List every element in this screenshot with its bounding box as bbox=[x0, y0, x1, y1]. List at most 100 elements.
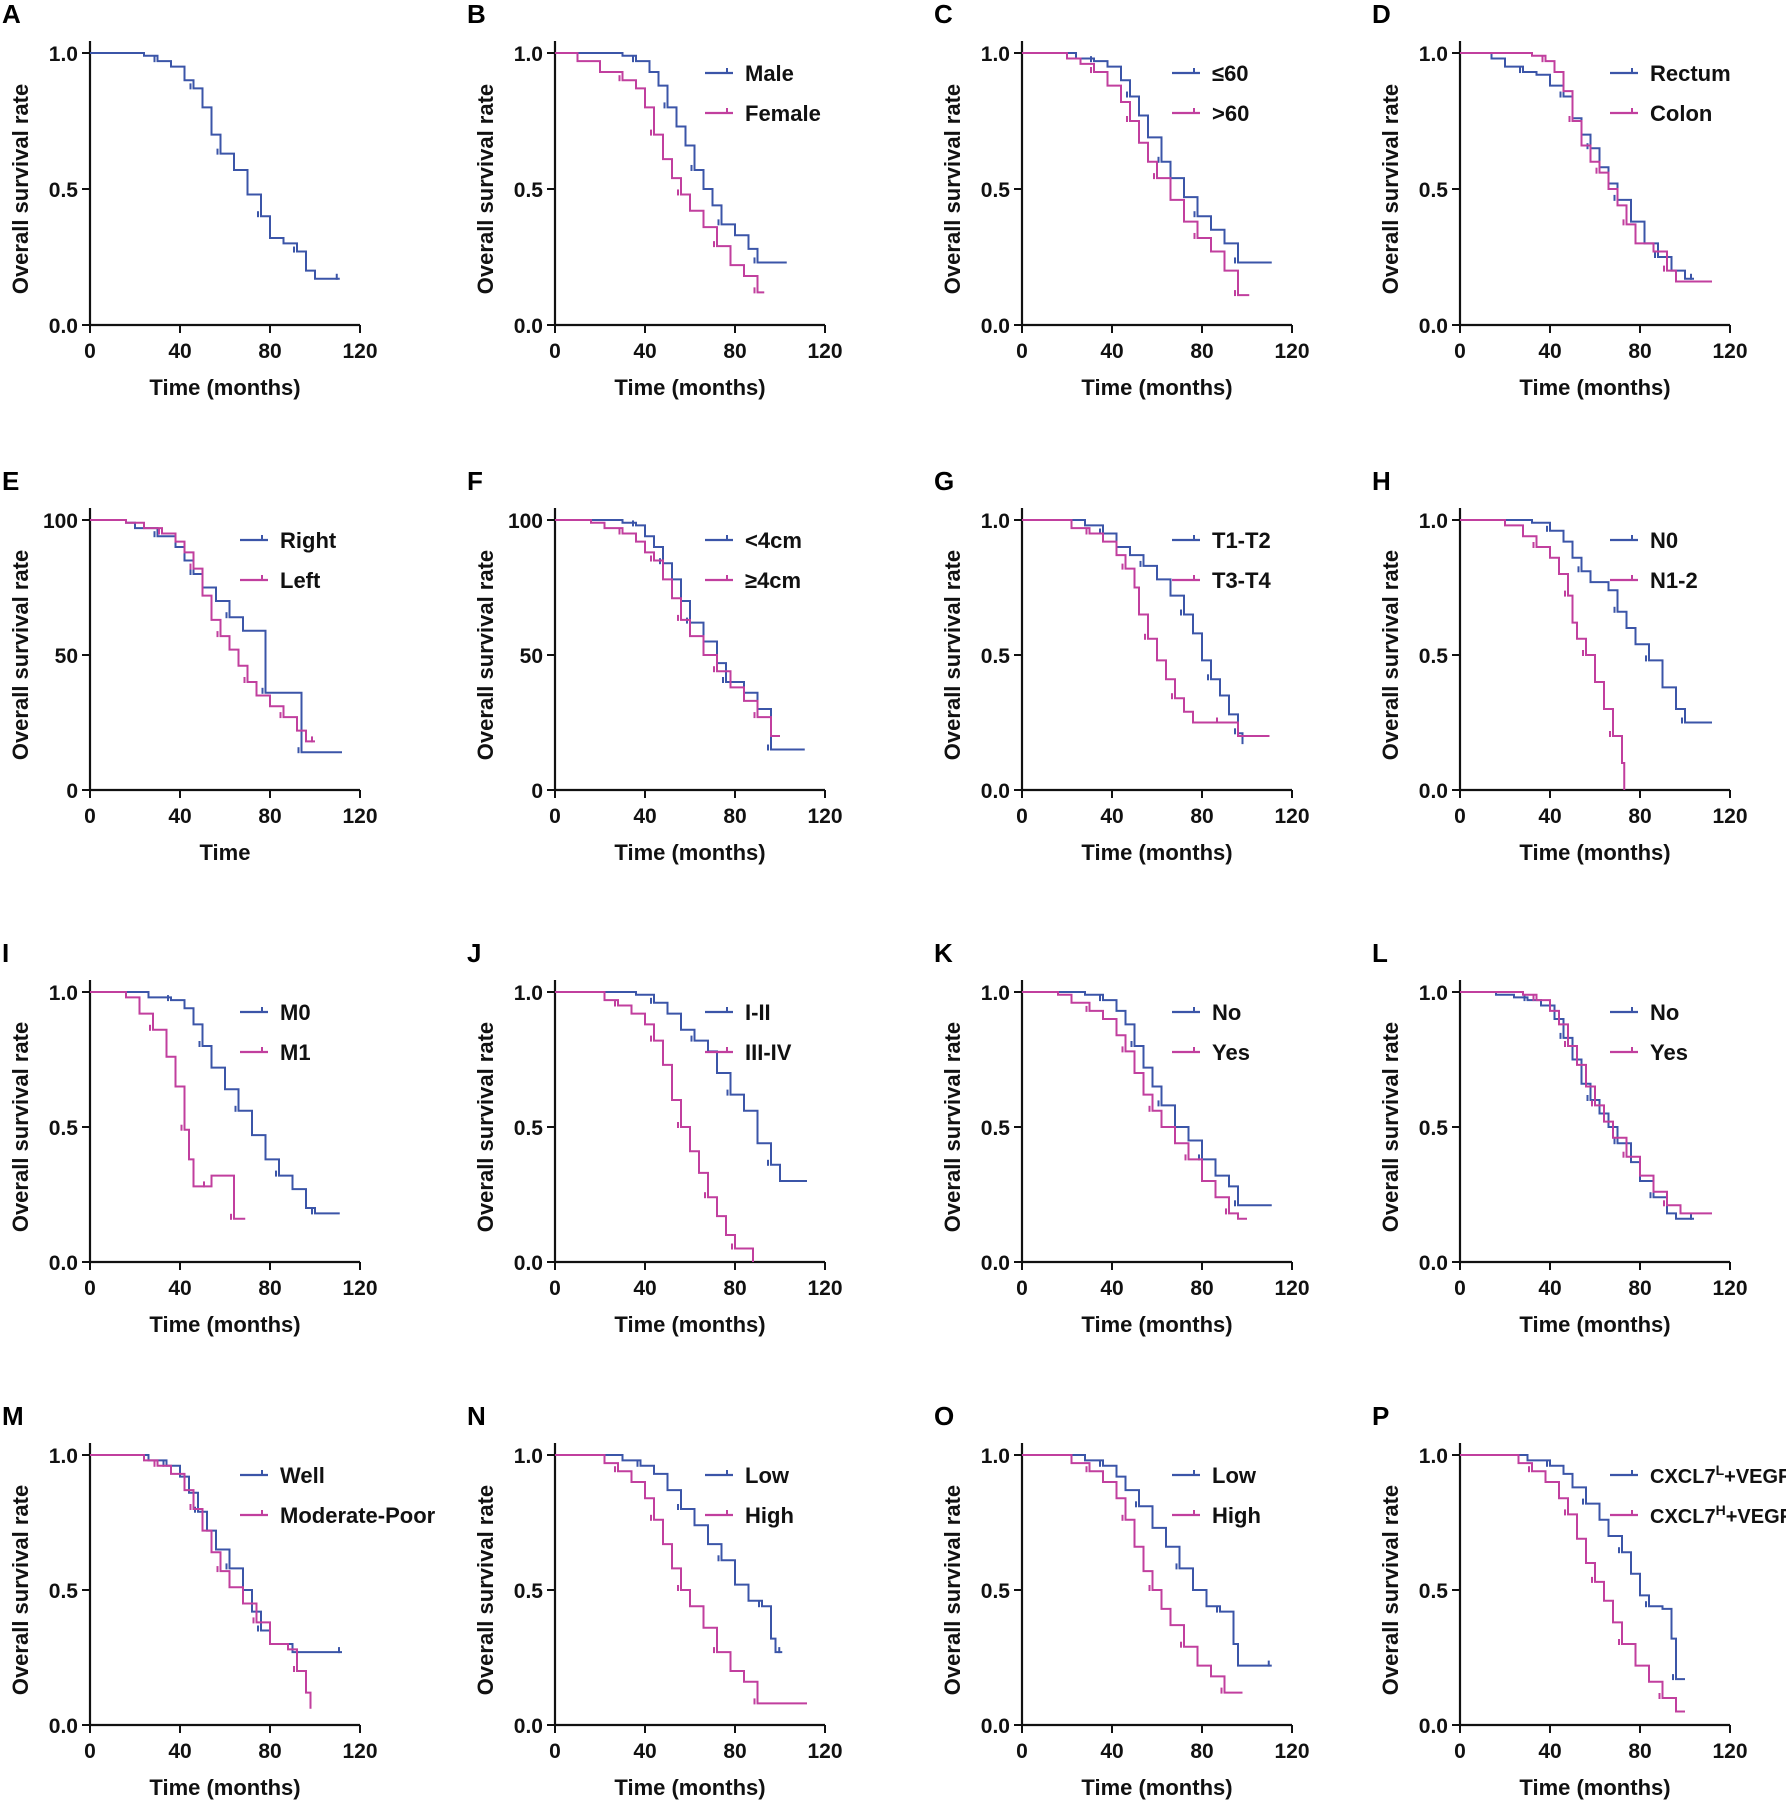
x-tick-label: 80 bbox=[258, 805, 281, 828]
x-axis-label: Time (months) bbox=[614, 840, 765, 865]
km-curve-n0 bbox=[1460, 519, 1712, 724]
x-tick-label: 0 bbox=[84, 340, 96, 363]
km-curve-iii-iv bbox=[555, 991, 754, 1262]
legend-label: Colon bbox=[1650, 101, 1712, 126]
y-axis-label: Overall survival rate bbox=[8, 84, 33, 294]
x-tick-label: 40 bbox=[168, 340, 191, 363]
x-tick-label: 80 bbox=[723, 340, 746, 363]
km-curve-all-patients bbox=[90, 52, 340, 280]
y-tick-label: 0.5 bbox=[514, 1117, 544, 1140]
y-axis-label: Overall survival rate bbox=[940, 1485, 965, 1695]
y-tick-label: 0 bbox=[66, 780, 78, 803]
y-tick-label: 1.0 bbox=[981, 1445, 1010, 1468]
legend-label: ≤60 bbox=[1212, 61, 1249, 86]
panel-letter: H bbox=[1372, 466, 1391, 496]
y-tick-label: 1.0 bbox=[514, 1445, 543, 1468]
x-tick-label: 80 bbox=[258, 340, 281, 363]
panel-letter: I bbox=[2, 938, 9, 968]
y-tick-label: 1.0 bbox=[1419, 1445, 1448, 1468]
x-tick-label: 0 bbox=[549, 805, 561, 828]
x-axis-label: Time (months) bbox=[149, 1775, 300, 1800]
y-axis-label: Overall survival rate bbox=[1378, 1022, 1403, 1232]
panel-L: L 0.0 0.5 1.0 0 40 80 120 Time (months) Overall s… bbox=[1372, 938, 1748, 1337]
x-tick-label: 0 bbox=[1454, 805, 1466, 828]
x-tick-label: 120 bbox=[807, 1277, 842, 1300]
panel-letter: D bbox=[1372, 0, 1391, 29]
x-tick-label: 0 bbox=[84, 805, 96, 828]
panel-H: H 0.0 0.5 1.0 0 40 80 120 Time (months) Overall s… bbox=[1372, 466, 1748, 865]
panel-F: F 0 50 100 0 40 80 120 Time (months) Overall surv… bbox=[467, 466, 843, 865]
y-tick-label: 0.5 bbox=[981, 1117, 1011, 1140]
x-axis-label: Time (months) bbox=[1081, 840, 1232, 865]
km-curve-yes bbox=[1460, 991, 1712, 1215]
legend-label: Moderate-Poor bbox=[280, 1503, 436, 1528]
x-axis-label: Time (months) bbox=[1519, 1775, 1670, 1800]
y-tick-label: 0.0 bbox=[981, 1715, 1010, 1738]
legend-label: T3-T4 bbox=[1212, 568, 1271, 593]
legend-label: Low bbox=[1212, 1463, 1257, 1488]
y-axis-label: Overall survival rate bbox=[473, 1022, 498, 1232]
panel-M: M 0.0 0.5 1.0 0 40 80 120 Time (months) Overall s… bbox=[2, 1401, 436, 1800]
km-curve-female bbox=[555, 52, 765, 294]
panel-J: J 0.0 0.5 1.0 0 40 80 120 Time (months) Overall s… bbox=[467, 938, 843, 1337]
panel-letter: L bbox=[1372, 938, 1388, 968]
legend-label: T1-T2 bbox=[1212, 528, 1271, 553]
legend-label: Left bbox=[280, 568, 321, 593]
x-tick-label: 80 bbox=[1628, 1740, 1651, 1763]
x-tick-label: 80 bbox=[258, 1740, 281, 1763]
panel-letter: E bbox=[2, 466, 19, 496]
x-tick-label: 120 bbox=[342, 340, 377, 363]
x-tick-label: 120 bbox=[807, 1740, 842, 1763]
x-tick-label: 120 bbox=[1274, 1277, 1309, 1300]
legend-label: Male bbox=[745, 61, 794, 86]
km-curve--4cm bbox=[555, 519, 805, 751]
legend-label: Female bbox=[745, 101, 821, 126]
legend-label: Yes bbox=[1650, 1040, 1688, 1065]
y-tick-label: 0.5 bbox=[514, 179, 544, 202]
x-axis-label: Time (months) bbox=[1519, 840, 1670, 865]
x-axis-label: Time bbox=[200, 840, 251, 865]
y-tick-label: 0.0 bbox=[49, 1715, 78, 1738]
y-tick-label: 0.0 bbox=[49, 1252, 78, 1275]
x-tick-label: 80 bbox=[1628, 1277, 1651, 1300]
km-curve-cxcl7l-vegfl bbox=[1460, 1454, 1685, 1681]
y-axis-label: Overall survival rate bbox=[8, 1485, 33, 1695]
x-tick-label: 80 bbox=[723, 1740, 746, 1763]
km-curve--4cm bbox=[555, 519, 780, 737]
panel-letter: K bbox=[934, 938, 953, 968]
x-axis-label: Time (months) bbox=[614, 375, 765, 400]
y-tick-label: 1.0 bbox=[514, 43, 543, 66]
x-tick-label: 120 bbox=[342, 1277, 377, 1300]
y-tick-label: 0.0 bbox=[1419, 780, 1448, 803]
panel-letter: B bbox=[467, 0, 486, 29]
legend-label: Well bbox=[280, 1463, 325, 1488]
y-tick-label: 0.0 bbox=[1419, 315, 1448, 338]
km-curve-m0 bbox=[90, 991, 340, 1215]
panel-C: C 0.0 0.5 1.0 0 40 80 120 Time (months) Overall s… bbox=[934, 0, 1310, 400]
legend-label: I-II bbox=[745, 1000, 771, 1025]
x-tick-label: 40 bbox=[168, 805, 191, 828]
x-tick-label: 40 bbox=[633, 805, 656, 828]
panel-letter: J bbox=[467, 938, 481, 968]
x-tick-label: 120 bbox=[1712, 805, 1747, 828]
x-tick-label: 120 bbox=[1712, 1277, 1747, 1300]
legend-label: Rectum bbox=[1650, 61, 1731, 86]
y-tick-label: 100 bbox=[43, 510, 78, 533]
x-axis-label: Time (months) bbox=[1081, 1312, 1232, 1337]
y-tick-label: 0.0 bbox=[981, 780, 1010, 803]
x-axis-label: Time (months) bbox=[1081, 375, 1232, 400]
panel-letter: P bbox=[1372, 1401, 1389, 1431]
x-tick-label: 0 bbox=[549, 340, 561, 363]
panel-letter: M bbox=[2, 1401, 24, 1431]
y-tick-label: 1.0 bbox=[981, 510, 1010, 533]
y-tick-label: 0.5 bbox=[981, 1580, 1011, 1603]
x-tick-label: 40 bbox=[1538, 340, 1561, 363]
x-tick-label: 120 bbox=[342, 805, 377, 828]
y-axis-label: Overall survival rate bbox=[473, 84, 498, 294]
km-curve--60 bbox=[1022, 52, 1272, 264]
x-tick-label: 0 bbox=[1016, 340, 1028, 363]
legend-label: Right bbox=[280, 528, 337, 553]
km-curve-m1 bbox=[90, 991, 246, 1220]
x-tick-label: 40 bbox=[1538, 1740, 1561, 1763]
x-tick-label: 120 bbox=[807, 340, 842, 363]
